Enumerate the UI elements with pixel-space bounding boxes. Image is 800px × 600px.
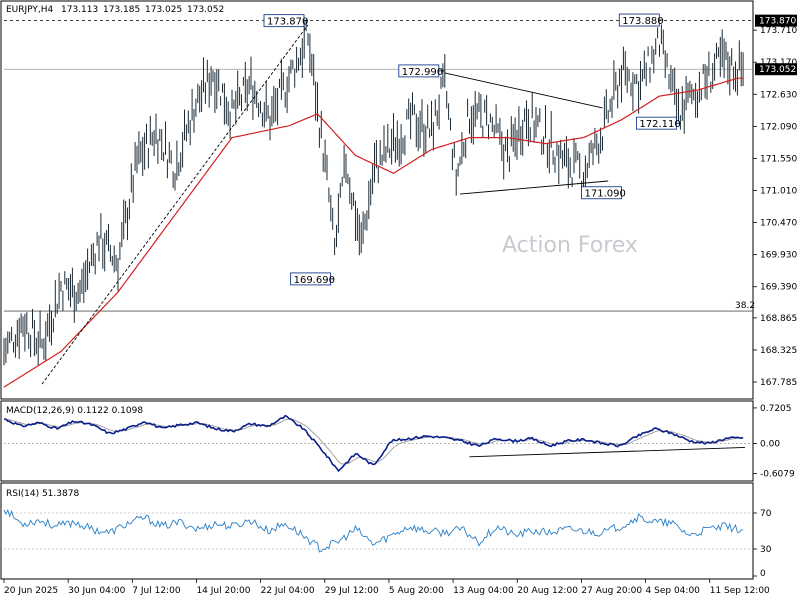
date-label: 30 Jun 04:00 (68, 586, 125, 596)
rsi-tick-label: 0 (760, 569, 766, 579)
macd-line (3, 414, 744, 473)
fib-382-label: 38.2 (735, 301, 755, 311)
price-tick-label: 167.785 (760, 378, 797, 388)
annotation-label: 171.090 (585, 189, 626, 200)
date-label: 20 Jun 2025 (4, 586, 58, 596)
instrument-label: EURJPY,H4 (6, 5, 54, 15)
annotation-box (263, 14, 305, 28)
price-tick-label: 169.930 (760, 251, 797, 261)
price-tag-box (755, 63, 797, 76)
price-tick-label: 168.865 (760, 314, 797, 324)
date-label: 11 Sep 12:00 (710, 586, 770, 596)
annotation-box (618, 13, 660, 27)
price-tick-label: 168.325 (760, 346, 797, 356)
rsi-line (3, 508, 744, 553)
price-tick-label: 172.090 (760, 122, 797, 132)
price-tag-box (755, 14, 797, 27)
ohlc-low: 173.025 (145, 5, 182, 15)
ohlc-high: 173.185 (103, 5, 140, 15)
date-label: 14 Jul 20:00 (196, 586, 250, 596)
price-tick-label: 172.630 (760, 90, 797, 100)
rsi-tick-label: 70 (760, 509, 772, 519)
date-label: 20 Aug 12:00 (517, 586, 578, 596)
rsi-label: RSI(14) 51.3878 (6, 489, 79, 499)
macd-layer: 0.7205 0.00 -0.6079 (3, 404, 795, 479)
annotation-label: 173.870 (267, 17, 308, 28)
date-label: 29 Jul 12:00 (325, 586, 379, 596)
macd-tick-label: 0.7205 (760, 404, 792, 414)
trendline (444, 72, 603, 109)
rsi-layer: 70 30 0 (3, 508, 772, 579)
date-label: 22 Jul 04:00 (261, 586, 315, 596)
trendline (459, 180, 609, 195)
rsi-panel (0, 482, 754, 580)
annotation-box (581, 186, 622, 200)
price-tick-label: 171.550 (760, 154, 797, 164)
trendline (41, 24, 309, 385)
axis-layer: 173.710 173.170 172.630 172.090 171.550 171.0… (3, 14, 797, 596)
date-label: 5 Aug 20:00 (389, 586, 444, 596)
price-tick-label: 171.010 (760, 186, 797, 196)
moving-average-line (3, 77, 744, 388)
annotation-label: 173.880 (622, 16, 663, 27)
main-panel (0, 0, 754, 400)
date-label: 27 Aug 20:00 (581, 586, 642, 596)
annotation-box (398, 64, 440, 78)
macd-trendline (469, 446, 746, 458)
price-tick-label: 170.470 (760, 219, 797, 229)
annotation-label: 169.690 (294, 275, 335, 286)
date-label: 7 Jul 12:00 (132, 586, 181, 596)
ohlc-close: 173.052 (187, 5, 224, 15)
date-label: 4 Sep 04:00 (646, 586, 701, 596)
ohlc-open: 173.113 (61, 5, 98, 15)
price-tick-label: 173.710 (760, 26, 797, 36)
date-label: 13 Aug 04:00 (453, 586, 514, 596)
price-tick-label: 169.390 (760, 283, 797, 293)
price-tag-label: 173.870 (759, 17, 796, 27)
annotation-box (290, 272, 332, 286)
watermark: Action Forex (502, 233, 638, 258)
rsi-tick-label: 30 (760, 545, 772, 555)
price-tick-label: 173.170 (760, 58, 797, 68)
annotation-label: 172.990 (402, 67, 443, 78)
annotation-label: 172.110 (639, 119, 680, 130)
macd-label: MACD(12,26,9) 0.1122 0.1098 (6, 406, 143, 416)
price-layer: 38.2 173.870 169.690 172.990 171.090 173.880 1… (3, 13, 755, 388)
macd-tick-label: -0.6079 (760, 469, 795, 479)
annotation-box (635, 116, 677, 130)
macd-tick-label: 0.00 (760, 439, 780, 449)
price-tag-label: 173.052 (759, 65, 796, 75)
